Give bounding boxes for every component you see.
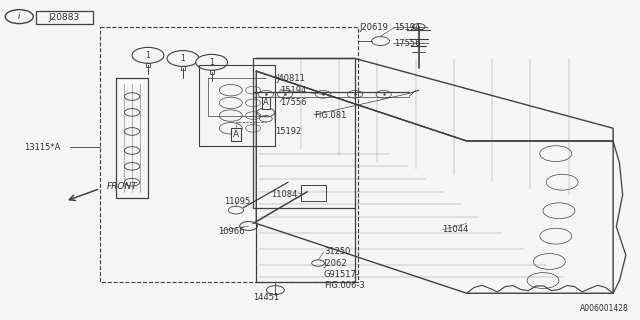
Text: J20883: J20883 (49, 13, 80, 22)
Circle shape (167, 51, 199, 67)
Text: 1: 1 (209, 58, 214, 67)
Text: 17556: 17556 (394, 39, 421, 48)
Text: A: A (233, 130, 239, 139)
Text: 11044: 11044 (442, 225, 468, 234)
Text: J2062: J2062 (324, 259, 348, 268)
Text: FIG.006-3: FIG.006-3 (324, 281, 365, 290)
Text: FRONT: FRONT (106, 182, 138, 191)
Circle shape (132, 47, 164, 63)
Text: FIG.081: FIG.081 (314, 111, 346, 120)
Text: 11084: 11084 (271, 190, 298, 199)
Text: 31250: 31250 (324, 247, 350, 257)
Text: A: A (263, 99, 269, 108)
Text: 15194: 15194 (394, 23, 421, 32)
Text: G91517-: G91517- (324, 270, 360, 279)
Text: J20619: J20619 (360, 23, 388, 32)
Circle shape (5, 10, 33, 24)
Text: i: i (18, 12, 20, 21)
Text: 15194: 15194 (280, 86, 306, 95)
Text: A006001428: A006001428 (580, 304, 629, 313)
Text: 1: 1 (145, 51, 150, 60)
Text: 17556: 17556 (280, 99, 307, 108)
Text: J40811: J40811 (276, 74, 305, 83)
Text: 10966: 10966 (218, 227, 244, 236)
Text: 11095: 11095 (225, 197, 251, 206)
Circle shape (196, 54, 228, 70)
Text: 1: 1 (180, 54, 186, 63)
Text: 14451: 14451 (253, 293, 279, 302)
Text: 15192: 15192 (275, 127, 301, 136)
FancyBboxPatch shape (36, 11, 93, 24)
Text: 13115*A: 13115*A (24, 143, 60, 152)
